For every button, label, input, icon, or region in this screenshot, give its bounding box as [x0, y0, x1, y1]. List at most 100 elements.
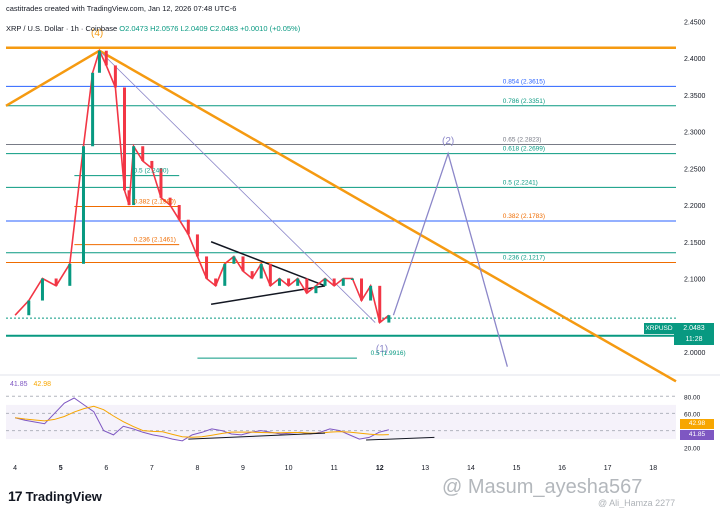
current-price: 2.0483 [683, 325, 705, 332]
watermark: @ Masum_ayesha567 [442, 476, 643, 498]
candle [177, 205, 181, 220]
candle [123, 87, 127, 191]
price-tick: 2.4500 [684, 19, 706, 26]
tv-mark-icon: 17 [8, 488, 23, 504]
rsi-value: 41.85 [10, 381, 28, 388]
bar-countdown: 11:28 [685, 336, 703, 343]
candle [332, 278, 336, 286]
thin-trend-line [99, 50, 376, 323]
candle [232, 256, 236, 264]
candle [168, 197, 172, 206]
projection-path [392, 151, 508, 367]
ohlc-readout: O2.0473 H2.0576 L2.0409 C2.0483 +0.0010 … [119, 24, 301, 33]
candle [68, 263, 72, 286]
candle [104, 50, 108, 66]
time-tick: 14 [467, 465, 475, 472]
time-tick: 15 [513, 465, 521, 472]
fib-label-right: 0.382 (2.1783) [503, 213, 545, 220]
candle [360, 278, 364, 301]
wave-label: (2) [442, 136, 454, 147]
fib-label-right: 0.786 (2.3351) [503, 98, 545, 105]
price-tick: 2.2000 [684, 203, 706, 210]
price-tick: 2.2500 [684, 166, 706, 173]
candle [250, 271, 254, 279]
fib-label-right: 0.65 (2.2823) [503, 137, 542, 144]
price-series [14, 48, 390, 324]
symbol-price-tag: XRPUSD [644, 323, 674, 334]
time-tick: 9 [241, 465, 245, 472]
rsi-trend-line-right [366, 436, 435, 441]
candle [323, 278, 327, 286]
candle [159, 168, 163, 198]
fib-label-right: 0.618 (2.2699) [503, 146, 545, 153]
candle [40, 278, 44, 301]
candle [223, 263, 227, 286]
time-tick: 16 [558, 465, 566, 472]
rsi-ma-value: 42.98 [33, 381, 52, 388]
price-tick: 2.1500 [684, 240, 706, 247]
candle [350, 278, 354, 280]
created-line: castitrades created with TradingView.com… [6, 4, 237, 13]
rsi-ma-line [15, 405, 389, 438]
trend-line-down [98, 49, 677, 383]
time-tick: 18 [649, 465, 657, 472]
wave-label: (4) [91, 28, 103, 39]
price-tick: 2.3000 [684, 130, 706, 137]
wave-label: (1) [376, 344, 388, 355]
candle [305, 278, 309, 294]
candle [150, 160, 154, 169]
fib-label-left: 0.5 (2.2400) [134, 168, 169, 175]
logo-text: TradingView [25, 488, 102, 504]
candle [314, 285, 318, 294]
time-tick: 6 [104, 465, 108, 472]
fib-label-left: 0.236 (2.1461) [134, 237, 176, 244]
rsi-tick: 60.00 [684, 411, 701, 418]
tradingview-logo[interactable]: 17 TradingView [8, 488, 102, 504]
rsi-line [14, 397, 389, 442]
price-tick: 2.1000 [684, 276, 706, 283]
candle [141, 146, 145, 161]
price-tick: 2.4000 [684, 56, 706, 63]
candle [378, 285, 382, 323]
trend-line-left [5, 49, 101, 107]
candle [205, 256, 209, 279]
rsi-value-tag: 41.85 [680, 430, 714, 440]
time-tick: 13 [421, 465, 429, 472]
time-tick: 17 [604, 465, 612, 472]
candle [277, 278, 281, 286]
watermark-secondary: @ Ali_Hamza 2277 [598, 498, 676, 508]
current-price-tag: 2.0483 11:28 [674, 323, 714, 345]
fib-label-left: 0.382 (2.1980) [134, 198, 176, 205]
candle [91, 72, 95, 147]
rsi-tick: 20.00 [684, 446, 701, 453]
fib-label-right: 0.236 (2.1217) [503, 255, 545, 262]
rsi-legend: 41.85 42.98 [10, 381, 51, 388]
rsi-band [6, 404, 676, 440]
candle [296, 278, 300, 286]
fib-label-right: 0.854 (2.3615) [503, 78, 545, 85]
candle [195, 234, 199, 257]
candle [132, 146, 136, 206]
rsi-tick: 80.00 [684, 394, 701, 401]
time-tick: 5 [59, 465, 63, 472]
candle [214, 278, 218, 286]
price-tick: 2.3500 [684, 93, 706, 100]
candle [81, 146, 85, 264]
candle [97, 50, 101, 73]
candle [27, 300, 31, 316]
time-tick: 12 [376, 465, 384, 472]
candle [127, 190, 131, 206]
fib-label-right: 0.5 (1.9916) [371, 350, 406, 357]
candle [341, 278, 345, 286]
fib-label-right: 0.5 (2.2241) [503, 179, 538, 186]
candle [113, 65, 117, 88]
symbol-label[interactable]: XRP / U.S. Dollar · 1h · Coinbase [6, 24, 118, 33]
candle [387, 315, 391, 323]
candle [369, 285, 373, 301]
candle [186, 219, 190, 235]
candle [287, 278, 291, 286]
candle [241, 256, 245, 272]
time-tick: 4 [13, 465, 17, 472]
candle [54, 278, 58, 286]
